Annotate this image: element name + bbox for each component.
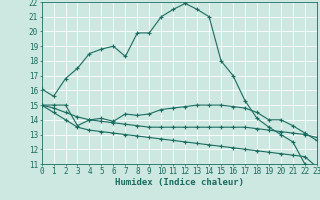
X-axis label: Humidex (Indice chaleur): Humidex (Indice chaleur): [115, 178, 244, 187]
